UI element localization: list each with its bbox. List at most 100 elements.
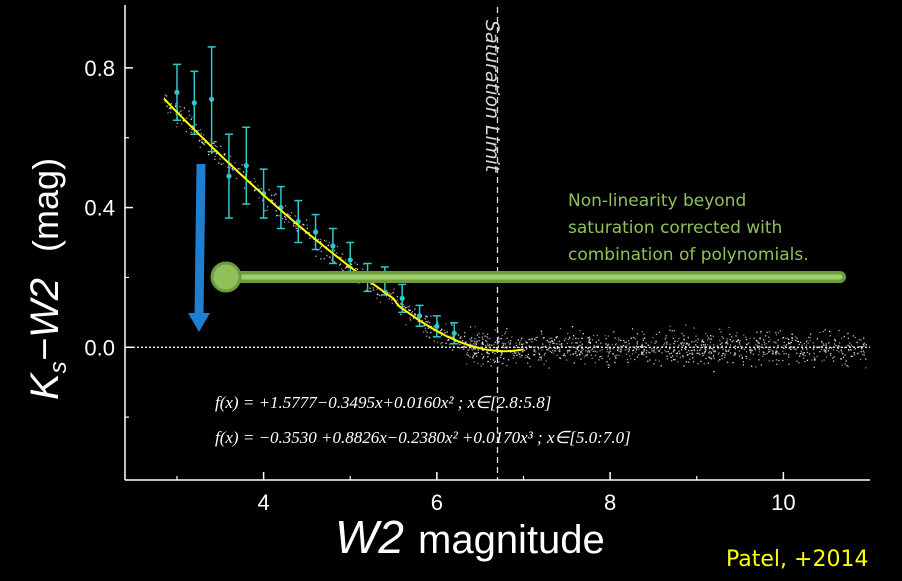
scatter-point — [639, 346, 641, 348]
scatter-point — [825, 356, 828, 358]
scatter-point — [559, 328, 562, 330]
scatter-point — [682, 356, 684, 358]
scatter-point — [727, 342, 729, 344]
scatter-point — [759, 345, 761, 347]
scatter-point — [827, 350, 829, 352]
scatter-point — [189, 128, 191, 130]
scatter-point — [214, 158, 216, 160]
scatter-point — [749, 358, 751, 361]
x-tick-label: 6 — [431, 490, 443, 515]
scatter-point — [480, 365, 482, 367]
scatter-point — [801, 344, 803, 347]
scatter-point — [682, 344, 684, 347]
scatter-point — [513, 355, 515, 357]
scatter-point — [666, 341, 668, 343]
scatter-point — [478, 332, 480, 335]
scatter-point — [725, 350, 727, 353]
scatter-point — [241, 164, 243, 166]
scatter-point — [595, 341, 597, 343]
scatter-point — [516, 354, 518, 356]
scatter-point — [232, 169, 234, 171]
scatter-point — [331, 259, 333, 261]
scatter-point — [691, 341, 693, 343]
scatter-point — [838, 345, 840, 347]
scatter-point — [802, 348, 804, 350]
scatter-point — [789, 342, 791, 345]
scatter-point — [183, 107, 185, 109]
scatter-point — [628, 348, 630, 350]
binned-point — [399, 295, 405, 301]
scatter-point — [813, 366, 815, 368]
scatter-point — [863, 344, 865, 346]
scatter-point — [675, 353, 678, 355]
scatter-point — [689, 358, 691, 361]
scatter-point — [487, 351, 489, 353]
scatter-point — [805, 341, 808, 343]
scatter-point — [480, 346, 482, 348]
scatter-point — [215, 153, 218, 155]
scatter-point — [821, 341, 823, 343]
scatter-point — [614, 337, 616, 339]
scatter-point — [737, 339, 739, 342]
scatter-point — [543, 363, 545, 365]
scatter-point — [547, 349, 549, 351]
scatter-point — [174, 104, 177, 106]
scatter-point — [607, 355, 609, 357]
scatter-point — [813, 356, 815, 358]
scatter-point — [198, 140, 201, 142]
scatter-point — [166, 95, 168, 97]
scatter-point — [788, 363, 790, 365]
scatter-point — [865, 358, 867, 360]
scatter-point — [655, 340, 657, 342]
scatter-point — [229, 167, 231, 169]
scatter-point — [822, 330, 824, 333]
scatter-point — [571, 346, 573, 348]
scatter-point — [482, 333, 484, 335]
scatter-point — [425, 315, 427, 317]
scatter-point — [858, 339, 860, 341]
scatter-point — [490, 365, 492, 367]
scatter-point — [623, 339, 625, 342]
scatter-point — [487, 345, 489, 347]
scatter-point — [614, 355, 616, 357]
scatter-point — [561, 345, 563, 347]
scatter-point — [450, 323, 453, 325]
scatter-point — [816, 337, 819, 340]
scatter-point — [306, 227, 308, 229]
scatter-point — [376, 293, 378, 296]
scatter-point — [354, 262, 356, 264]
scatter-point — [719, 328, 721, 330]
scatter-point — [413, 317, 415, 319]
scatter-point — [216, 146, 218, 148]
scatter-point — [572, 326, 574, 328]
scatter-point — [680, 342, 682, 344]
scatter-point — [695, 340, 697, 342]
scatter-point — [627, 361, 629, 364]
scatter-point — [756, 331, 758, 333]
scatter-point — [832, 357, 834, 359]
scatter-point — [556, 343, 558, 345]
scatter-point — [862, 343, 864, 345]
scatter-point — [550, 347, 553, 349]
scatter-point — [224, 153, 226, 155]
scatter-point — [727, 343, 729, 345]
scatter-point — [428, 322, 431, 324]
scatter-point — [336, 252, 338, 254]
scatter-point — [819, 331, 821, 333]
scatter-point — [643, 349, 645, 351]
scatter-point — [390, 293, 392, 295]
scatter-point — [476, 355, 478, 357]
scatter-point — [782, 350, 784, 352]
scatter-point — [201, 141, 203, 143]
scatter-point — [749, 348, 751, 350]
scatter-point — [709, 345, 711, 347]
scatter-point — [658, 331, 660, 333]
scatter-point — [794, 336, 796, 338]
scatter-point — [699, 354, 701, 356]
scatter-point — [466, 363, 468, 365]
scatter-point — [487, 360, 489, 363]
scatter-point — [385, 295, 387, 297]
scatter-point — [540, 331, 542, 333]
scatter-point — [186, 117, 188, 119]
scatter-point — [533, 350, 535, 352]
